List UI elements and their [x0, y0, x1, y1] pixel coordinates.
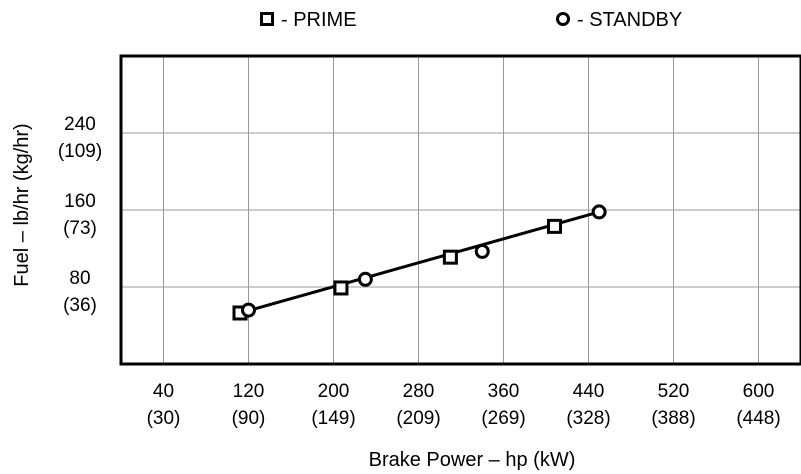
tick-labels: 40 (30) 120 (90) 200 (149) 280 (209) 360 (269) 440… — [58, 114, 781, 429]
x-tick-label: 600 — [743, 381, 775, 402]
x-tick-label: 440 — [573, 381, 605, 402]
prime-point — [442, 249, 458, 265]
y-tick-sublabel: (109) — [58, 141, 102, 162]
y-tick-label: 240 — [64, 114, 96, 135]
x-tick-label: 120 — [233, 381, 265, 402]
y-tick-label: 160 — [64, 191, 96, 212]
x-tick-sublabel: (149) — [311, 408, 355, 429]
standby-point — [591, 204, 607, 220]
data-marks — [232, 204, 607, 321]
plot-frame — [119, 54, 801, 366]
y-tick-sublabel: (36) — [63, 295, 97, 316]
x-tick-sublabel: (30) — [147, 408, 181, 429]
legend-label: - PRIME — [281, 9, 357, 31]
standby-point — [241, 302, 256, 318]
x-tick-sublabel: (448) — [736, 408, 780, 429]
x-tick-label: 200 — [318, 381, 350, 402]
standby-point — [357, 271, 373, 287]
legend-square-icon — [260, 12, 274, 26]
x-tick-label: 40 — [153, 381, 174, 402]
grid — [121, 56, 801, 364]
x-tick-label: 360 — [488, 381, 520, 402]
x-tick-label: 280 — [403, 381, 435, 402]
legend-circle-icon — [556, 12, 570, 26]
prime-point — [547, 218, 562, 234]
x-tick-sublabel: (209) — [396, 408, 440, 429]
x-tick-sublabel: (90) — [232, 408, 266, 429]
x-tick-sublabel: (328) — [566, 408, 610, 429]
legend: - PRIME - STANDBY — [260, 9, 682, 31]
x-axis-title: Brake Power – hp (kW) — [369, 449, 576, 471]
x-tick-sublabel: (269) — [481, 408, 525, 429]
y-axis-title: Fuel – lb/hr (kg/hr) — [11, 123, 33, 286]
legend-label: - STANDBY — [577, 9, 682, 31]
standby-point — [474, 243, 490, 259]
prime-point — [333, 280, 349, 296]
x-tick-sublabel: (388) — [651, 408, 695, 429]
y-tick-sublabel: (73) — [63, 218, 97, 239]
y-tick-label: 80 — [69, 268, 90, 289]
x-tick-label: 520 — [658, 381, 690, 402]
trend-line — [239, 210, 600, 315]
